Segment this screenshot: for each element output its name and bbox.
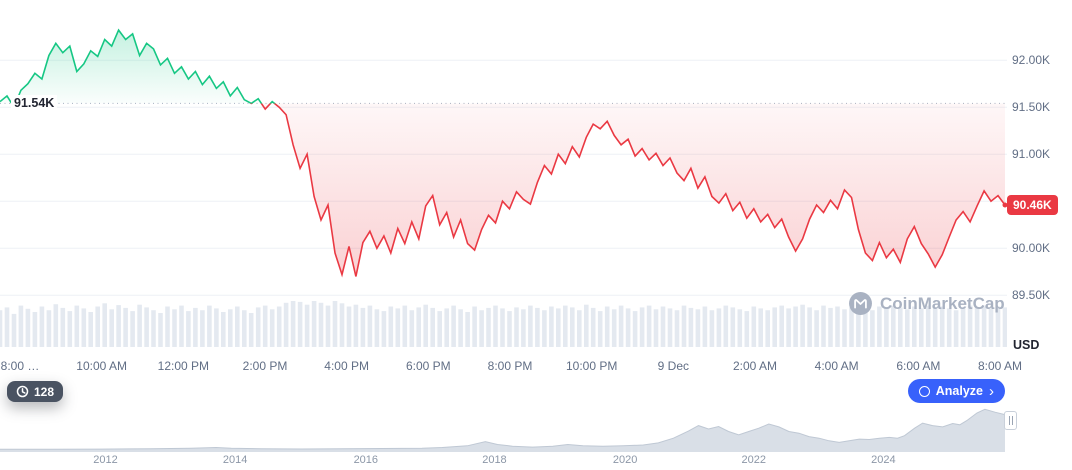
brush-year-label: 2016 [353,454,379,466]
last-price-badge: 90.46K [1007,195,1058,215]
brush-year-label: 2012 [93,454,118,466]
x-axis-label: 10:00 PM [565,359,618,373]
x-axis-label: 8:00 AM [977,359,1023,373]
x-axis-label: 12:00 PM [157,359,210,373]
range-selector-chart[interactable] [0,406,1005,452]
history-counter-value: 128 [34,384,55,399]
clock-icon [16,385,29,398]
x-axis-label: 6:00 PM [405,359,451,373]
brush-year-label: 2024 [871,454,896,466]
history-counter-badge[interactable]: 128 [7,381,64,402]
analyze-button-label: Analyze [935,384,983,398]
brush-year-label: 2020 [612,454,638,466]
watermark: CoinMarketCap [848,291,1005,316]
y-axis-label: 90.00K [1012,241,1051,256]
x-axis-label: 2:00 AM [732,359,778,373]
open-price-label: 91.54K [11,95,58,112]
price-chart[interactable] [0,0,1007,347]
y-axis-label: 91.50K [1012,100,1051,115]
x-axis-label: 9 Dec [657,359,689,373]
brush-year-label: 2018 [482,454,507,466]
brush-year-label: 2014 [222,454,248,466]
x-axis-label: 8:00 … [0,359,40,373]
analyze-icon [918,385,930,397]
chevron-right-icon: › [989,382,994,400]
watermark-text: CoinMarketCap [880,293,1005,313]
coinmarketcap-logo-icon [848,291,873,316]
brush-year-label: 2022 [741,454,766,466]
x-axis-label: 4:00 PM [324,359,369,373]
x-axis-label: 6:00 AM [896,359,941,373]
x-axis-label: 10:00 AM [76,359,127,373]
y-axis-label: 91.00K [1012,147,1051,162]
y-axis-label: 89.50K [1012,288,1051,303]
x-axis-label: 8:00 PM [487,359,533,373]
x-axis-label: 4:00 AM [814,359,859,373]
brush-right-handle[interactable] [1004,411,1017,430]
currency-unit-label: USD [1013,338,1040,352]
y-axis-label: 92.00K [1012,53,1051,68]
x-axis-label: 2:00 PM [242,359,288,373]
analyze-button[interactable]: Analyze › [907,379,1005,403]
